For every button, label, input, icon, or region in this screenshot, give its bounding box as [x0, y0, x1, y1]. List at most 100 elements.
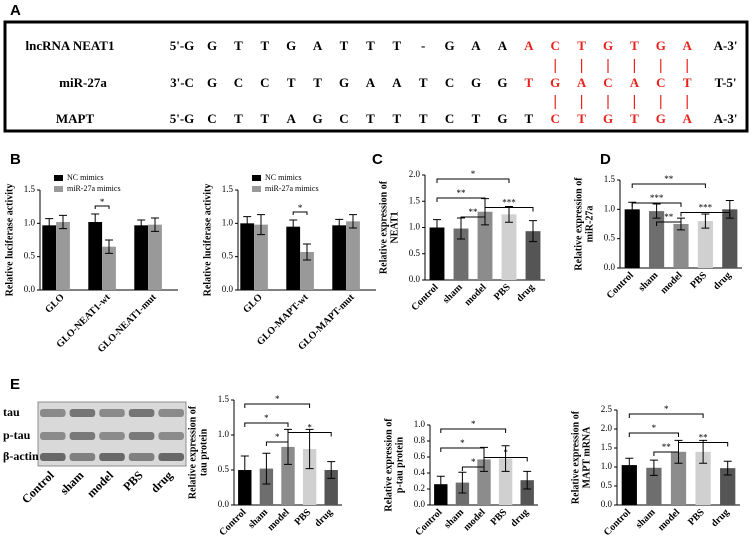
bar	[501, 214, 517, 280]
blot-band	[40, 432, 66, 440]
error-bar	[349, 214, 357, 229]
bar	[302, 449, 317, 505]
error-bar	[257, 214, 265, 236]
nucleotide: T	[260, 111, 269, 126]
y-tick-label: 0.5	[604, 233, 616, 243]
nucleotide: C	[260, 75, 269, 90]
panel-letter: A	[10, 2, 21, 19]
error-bar	[137, 219, 146, 232]
nucleotide: A	[392, 75, 402, 90]
x-tick-label: model	[659, 270, 685, 296]
significance-bracket	[678, 442, 729, 447]
bar	[332, 225, 347, 290]
pairing-nucleotide: T	[577, 38, 586, 53]
error-bar	[303, 243, 311, 261]
y-tick-label: 1.5	[222, 184, 234, 194]
significance-bracket	[460, 216, 486, 221]
blot-band	[99, 432, 125, 440]
error-bar	[327, 461, 336, 479]
nucleotide: T	[392, 38, 401, 53]
nucleotide: G	[445, 38, 455, 53]
pairing-nucleotide: A	[683, 111, 693, 126]
significance-bracket	[292, 211, 308, 215]
bar	[649, 211, 665, 268]
nucleotide: T	[472, 111, 481, 126]
significance-label: **	[699, 433, 709, 443]
bar	[286, 226, 301, 290]
pairing-nucleotide: T	[577, 111, 586, 126]
x-tick-label: model	[462, 507, 488, 533]
sequence-suffix: T-5'	[715, 75, 737, 90]
significance-bracket	[440, 428, 507, 433]
legend-label: NC mimics	[67, 173, 104, 182]
sequence-prefix: 3'-C	[170, 75, 194, 90]
panel-letter: D	[600, 151, 611, 168]
bar	[134, 225, 149, 290]
legend-swatch	[252, 175, 261, 181]
nucleotide: A	[313, 38, 323, 53]
y-axis-label: Relative expression of	[573, 177, 584, 271]
significance-label: ***	[502, 198, 516, 208]
legend-swatch	[54, 186, 63, 192]
pairing-nucleotide: T	[630, 38, 639, 53]
significance-bracket	[680, 212, 731, 217]
x-tick-label: GLO	[241, 292, 265, 316]
nucleotide: T	[419, 75, 428, 90]
significance-bracket	[461, 466, 485, 471]
significance-bracket	[628, 432, 679, 437]
y-tick-label: 0.0	[222, 284, 234, 294]
nucleotide: T	[524, 111, 533, 126]
nucleotide: G	[497, 111, 507, 126]
bar	[238, 470, 252, 505]
error-bar	[436, 475, 445, 493]
y-axis-label: Relative luciferase activity	[4, 184, 15, 297]
significance-label: *	[460, 438, 465, 448]
significance-bracket	[244, 422, 289, 427]
nucleotide: G	[313, 111, 323, 126]
blot-lane-label: PBS	[120, 468, 146, 494]
nucleotide: A	[287, 111, 297, 126]
y-tick-label: 1.0	[409, 222, 421, 232]
significance-bracket	[436, 197, 486, 202]
blot-band-label: β-actin	[3, 449, 39, 463]
legend-label: NC mimics	[265, 173, 302, 182]
blot-band	[40, 409, 66, 417]
x-tick-label: PBS	[688, 270, 709, 291]
nucleotide: T	[234, 38, 243, 53]
error-bar	[45, 218, 54, 233]
x-tick-label: drug	[509, 507, 531, 529]
x-tick-label: PBS	[293, 507, 314, 528]
nucleotide: T	[287, 75, 296, 90]
error-bar	[652, 203, 661, 219]
error-bar	[529, 220, 537, 243]
significance-bracket	[653, 451, 679, 456]
error-bar	[335, 218, 344, 232]
x-tick-label: PBS	[492, 282, 513, 303]
bar	[254, 224, 268, 290]
error-bar	[262, 452, 271, 485]
pairing-nucleotide: G	[656, 111, 666, 126]
y-axis-label: Relative expression of	[378, 180, 389, 274]
bar	[102, 246, 116, 290]
y-tick-label: 0.0	[218, 499, 230, 509]
alignment-box	[3, 20, 749, 133]
nucleotide: A	[471, 38, 481, 53]
significance-bracket	[244, 403, 311, 408]
bar	[646, 467, 662, 505]
significance-label: *	[503, 448, 508, 458]
y-axis-label: tau protein	[198, 428, 209, 476]
error-bar	[151, 217, 159, 232]
significance-label: **	[469, 207, 479, 217]
x-tick-label: Control	[410, 282, 441, 313]
significance-label: ***	[650, 193, 664, 203]
pairing-nucleotide: A	[524, 38, 534, 53]
y-tick-label: 0.0	[601, 499, 613, 509]
significance-label: *	[100, 197, 105, 207]
error-bar	[240, 455, 249, 485]
y-tick-label: 1.0	[414, 419, 426, 429]
error-bar	[458, 471, 467, 494]
sequence-name: MAPT	[56, 111, 95, 126]
bar	[259, 468, 274, 505]
significance-label: *	[275, 394, 280, 404]
